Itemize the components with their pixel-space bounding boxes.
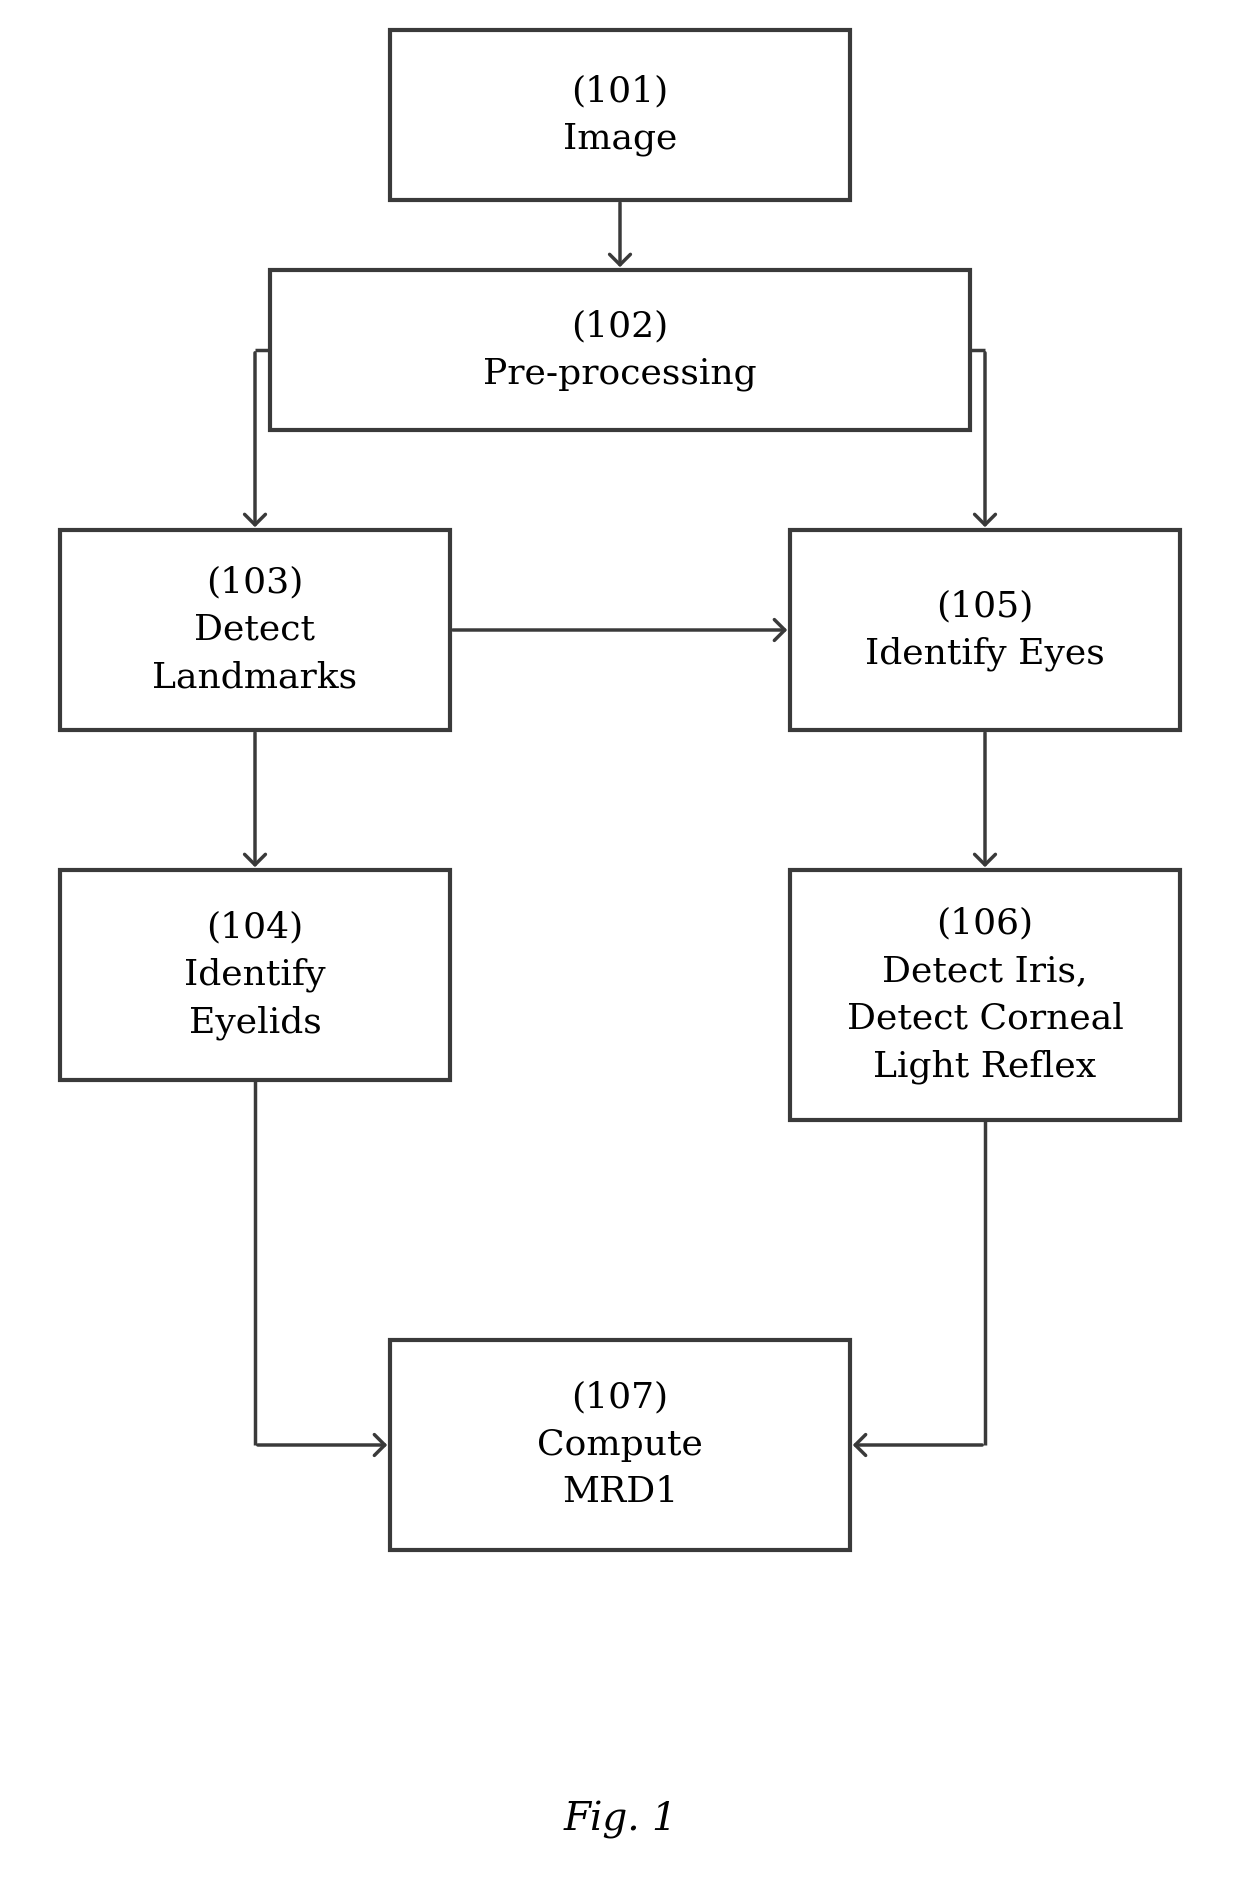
Bar — [60, 870, 450, 1080]
Text: (102)
Pre-processing: (102) Pre-processing — [484, 308, 756, 390]
Bar — [270, 270, 970, 430]
Bar — [391, 1340, 849, 1550]
Text: (107)
Compute
MRD1: (107) Compute MRD1 — [537, 1380, 703, 1510]
Text: (104)
Identify
Eyelids: (104) Identify Eyelids — [185, 910, 326, 1040]
Text: (101)
Image: (101) Image — [563, 74, 677, 156]
Bar — [790, 529, 1180, 729]
Text: Fig. 1: Fig. 1 — [563, 1801, 677, 1839]
Bar — [60, 529, 450, 729]
Text: (106)
Detect Iris,
Detect Corneal
Light Reflex: (106) Detect Iris, Detect Corneal Light … — [847, 906, 1123, 1083]
Text: (103)
Detect
Landmarks: (103) Detect Landmarks — [153, 565, 357, 695]
Text: (105)
Identify Eyes: (105) Identify Eyes — [866, 588, 1105, 670]
Bar — [790, 870, 1180, 1120]
Bar — [391, 30, 849, 200]
